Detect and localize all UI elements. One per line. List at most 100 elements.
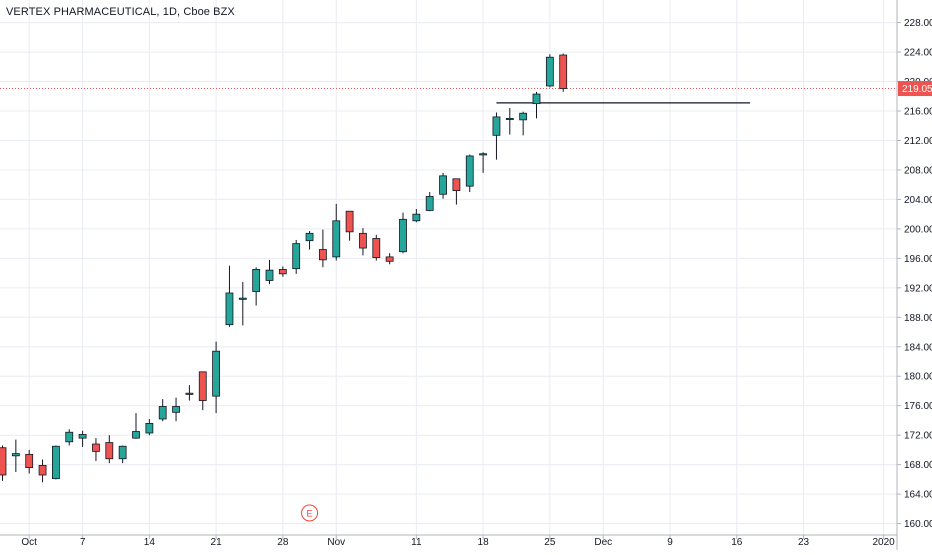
candle[interactable] <box>305 231 314 250</box>
candle-body-down <box>359 232 367 249</box>
x-tick-label: Dec <box>594 537 612 548</box>
candle[interactable] <box>92 438 100 461</box>
candle-body-up <box>238 297 247 300</box>
candle[interactable] <box>559 53 568 92</box>
candle[interactable] <box>332 203 341 261</box>
candle-body-up <box>425 196 434 211</box>
candle[interactable] <box>145 418 154 436</box>
candle[interactable] <box>359 228 367 256</box>
candle-body-up <box>545 56 554 87</box>
candle[interactable] <box>238 281 247 326</box>
candle[interactable] <box>412 209 421 223</box>
candle[interactable] <box>0 445 7 481</box>
candle[interactable] <box>278 266 287 277</box>
candle-body-up <box>479 153 488 156</box>
y-tick-label: 184.00 <box>904 342 932 353</box>
x-tick-label: Nov <box>327 537 345 548</box>
candle[interactable] <box>492 112 501 160</box>
candle-body-up <box>185 392 194 395</box>
earnings-marker[interactable]: E <box>301 504 319 522</box>
candle[interactable] <box>479 152 488 173</box>
candle[interactable] <box>439 172 447 199</box>
candle-body-up <box>439 175 447 195</box>
candle[interactable] <box>118 445 127 464</box>
candle[interactable] <box>252 267 261 306</box>
chart-title: VERTEX PHARMACEUTICAL, 1D, Cboe BZX <box>6 6 235 18</box>
candle-body-up <box>532 93 541 105</box>
candle[interactable] <box>465 154 474 193</box>
x-tick-label: 28 <box>277 537 289 548</box>
earnings-marker-label: E <box>307 509 313 519</box>
x-tick-label: Oct <box>21 537 37 548</box>
candle[interactable] <box>545 54 554 88</box>
candle[interactable] <box>158 399 167 422</box>
y-tick-label: 168.00 <box>904 460 932 471</box>
candle-body-up <box>519 112 528 121</box>
candle-body-down <box>372 238 381 259</box>
grid-layer <box>0 0 897 535</box>
candle[interactable] <box>38 459 47 483</box>
last-price-label: 219.05 <box>902 84 932 95</box>
y-tick-label: 216.00 <box>904 107 932 118</box>
x-tick-label: 7 <box>80 537 86 548</box>
candle[interactable] <box>105 435 114 464</box>
y-tick-label: 212.00 <box>904 136 932 147</box>
candle[interactable] <box>532 91 541 119</box>
candle[interactable] <box>318 229 327 268</box>
candle[interactable] <box>292 239 301 274</box>
candle-body-up <box>412 213 421 222</box>
candle[interactable] <box>385 253 394 265</box>
candle-body-up <box>212 350 221 397</box>
candle[interactable] <box>52 445 60 480</box>
candle[interactable] <box>519 111 528 136</box>
y-tick-label: 204.00 <box>904 195 932 206</box>
x-tick-label: 25 <box>544 537 556 548</box>
candle[interactable] <box>212 341 221 414</box>
candle-body-up <box>158 406 167 420</box>
candle-body-down <box>38 464 47 476</box>
candle-body-down <box>198 371 207 401</box>
candle[interactable] <box>25 449 34 474</box>
candle[interactable] <box>372 234 381 261</box>
candle-body-up <box>118 445 127 460</box>
candle-body-down <box>0 447 7 476</box>
last-price-badge: 219.05 <box>898 81 932 97</box>
candle-body-up <box>172 406 180 413</box>
candle-body-up <box>78 434 87 439</box>
candle[interactable] <box>345 210 354 241</box>
candle[interactable] <box>452 178 461 205</box>
candle[interactable] <box>78 430 87 447</box>
candle[interactable] <box>198 371 207 411</box>
candle[interactable] <box>185 385 194 401</box>
x-tick-label: 11 <box>411 537 422 548</box>
candle[interactable] <box>225 265 234 327</box>
candle-body-up <box>132 431 140 439</box>
candle[interactable] <box>505 108 514 135</box>
candle[interactable] <box>132 413 140 439</box>
candle-body-down <box>278 269 287 275</box>
candle-body-down <box>318 249 327 261</box>
candle[interactable] <box>399 212 407 254</box>
candle[interactable] <box>11 439 20 473</box>
candle[interactable] <box>65 429 74 446</box>
candle-body-up <box>332 220 341 258</box>
x-tick-label: 16 <box>731 537 743 548</box>
candle[interactable] <box>425 192 434 212</box>
candle-body-up <box>145 422 154 434</box>
y-tick-label: 208.00 <box>904 165 932 176</box>
y-tick-label: 160.00 <box>904 519 932 530</box>
candle-body-up <box>52 445 60 480</box>
candle[interactable] <box>172 397 180 422</box>
y-tick-label: 192.00 <box>904 283 932 294</box>
y-tick-label: 200.00 <box>904 224 932 235</box>
earnings-marker-circle <box>301 504 319 522</box>
candle-body-down <box>25 453 34 469</box>
x-tick-label: 2020 <box>872 537 895 548</box>
x-tick-label: 18 <box>478 537 490 548</box>
candle-body-up <box>225 292 234 326</box>
candle[interactable] <box>265 259 274 285</box>
y-tick-label: 188.00 <box>904 313 932 324</box>
y-tick-label: 164.00 <box>904 490 932 501</box>
